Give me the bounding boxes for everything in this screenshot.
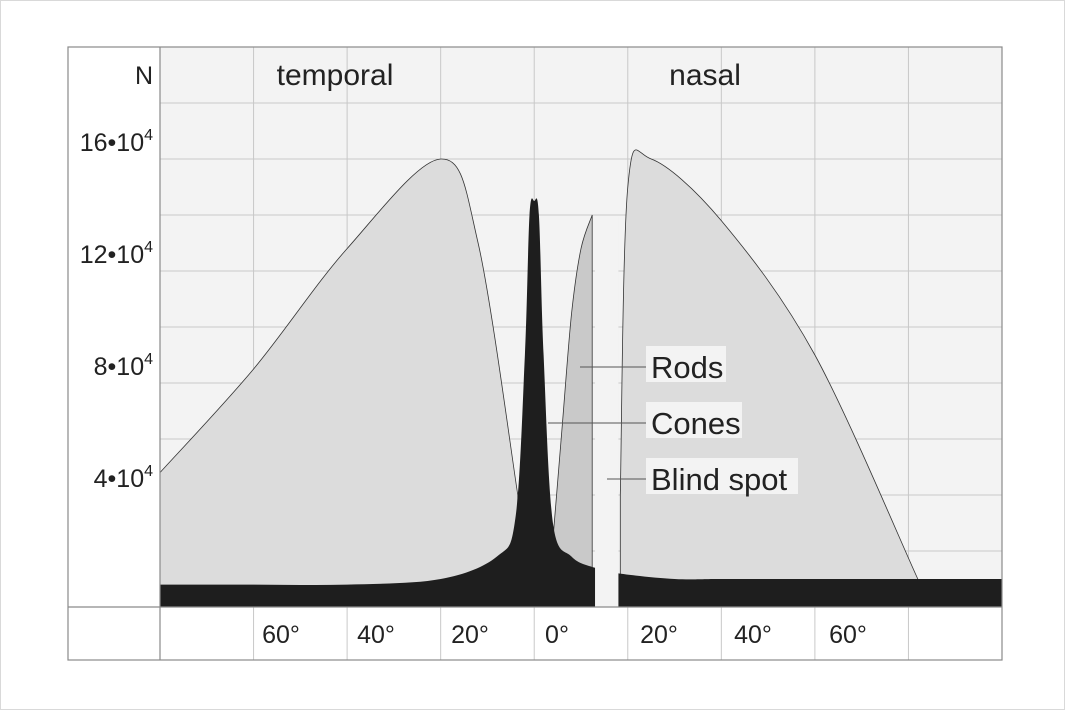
y-tick-label: 4•104: [94, 463, 153, 493]
plot-frame: [67, 46, 1003, 661]
x-tick-label: 20°: [640, 621, 678, 649]
annotation-rods-bg: [646, 346, 726, 382]
x-tick-labels: 60° 40° 20° 0° 20° 40° 60°: [262, 621, 867, 649]
annotation-blind-spot: Blind spot: [607, 458, 798, 497]
region-label-nasal: nasal: [669, 59, 741, 92]
y-tick-label: 8•104: [94, 351, 153, 381]
y-axis-title: N: [135, 62, 153, 90]
annotation-blind-spot-label: Blind spot: [651, 462, 788, 497]
y-tick-label: 12•104: [80, 239, 153, 269]
x-tick-label: 0°: [545, 621, 569, 649]
x-tick-label: 20°: [451, 621, 489, 649]
rods-area-parafoveal: [552, 214, 593, 608]
rods-area-temporal: [159, 158, 519, 608]
x-tick-label: 40°: [734, 621, 772, 649]
y-tick-labels: 16•104 12•104 8•104 4•104: [80, 127, 153, 493]
region-label-temporal: temporal: [277, 59, 394, 92]
annotation-cones-label: Cones: [651, 406, 741, 441]
annotation-blind-spot-bg: [646, 458, 798, 494]
x-axis-band: [68, 607, 1002, 660]
annotation-cones-bg: [646, 402, 742, 438]
annotation-rods: Rods: [580, 346, 726, 385]
blind-spot-gap: [595, 217, 619, 607]
x-tick-label: 40°: [357, 621, 395, 649]
y-tick-label: 16•104: [80, 127, 153, 157]
x-tick-label: 60°: [829, 621, 867, 649]
annotation-rods-label: Rods: [651, 350, 723, 385]
annotation-cones: Cones: [548, 402, 742, 441]
x-tick-label: 60°: [262, 621, 300, 649]
